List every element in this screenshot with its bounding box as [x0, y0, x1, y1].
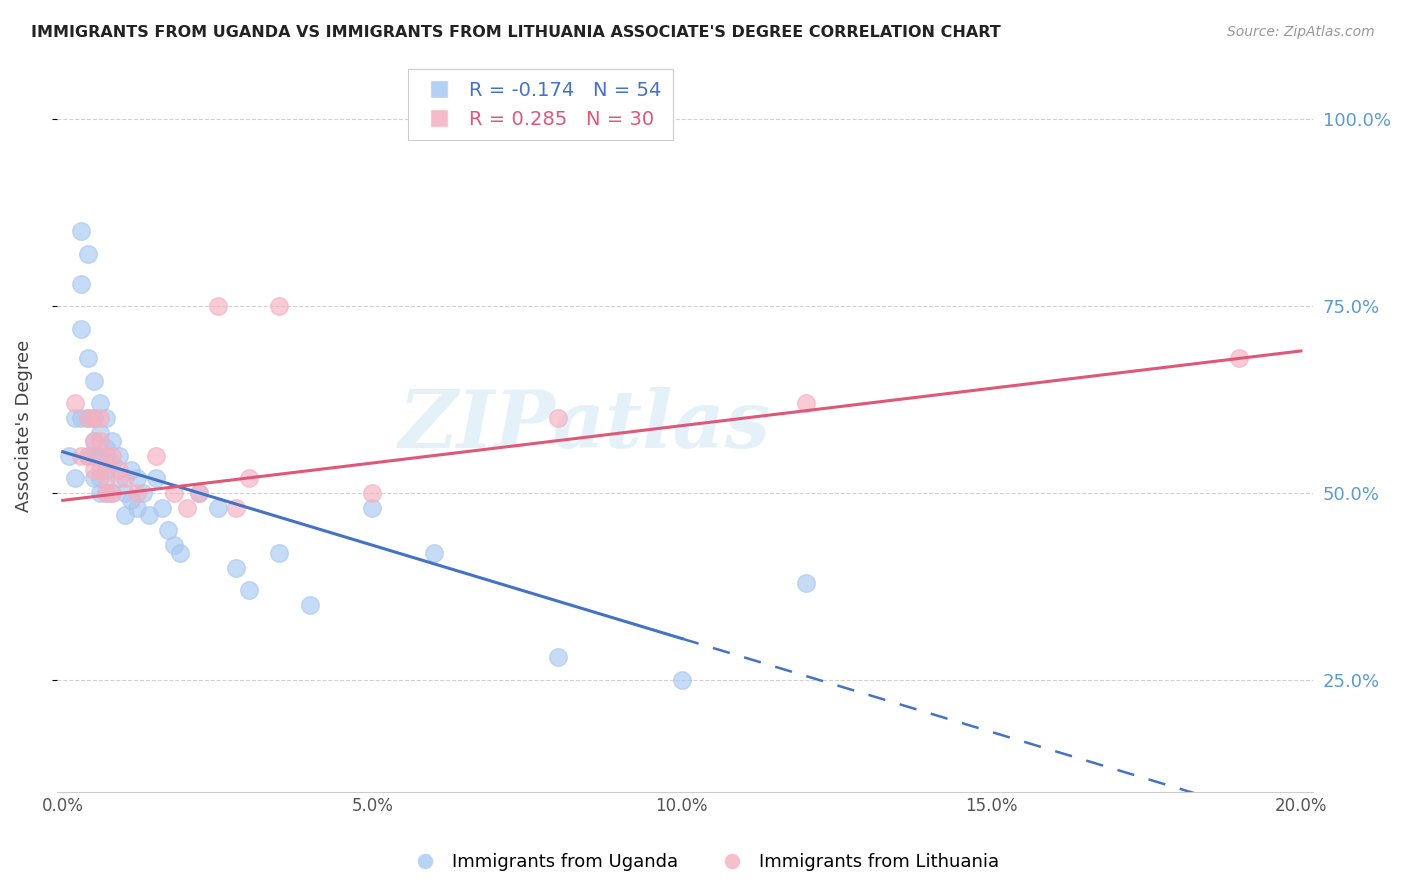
Point — [76, 351, 98, 366]
Point — [89, 396, 111, 410]
Point — [132, 486, 155, 500]
Point — [94, 449, 117, 463]
Point — [63, 396, 86, 410]
Point — [89, 486, 111, 500]
Point — [70, 411, 93, 425]
Point — [225, 500, 247, 515]
Point — [120, 493, 142, 508]
Point — [89, 411, 111, 425]
Point — [163, 538, 186, 552]
Point — [107, 471, 129, 485]
Point — [238, 471, 260, 485]
Point — [120, 463, 142, 477]
Point — [83, 411, 105, 425]
Point — [83, 463, 105, 477]
Point — [94, 463, 117, 477]
Point — [83, 411, 105, 425]
Point — [114, 486, 136, 500]
Point — [70, 449, 93, 463]
Point — [794, 575, 817, 590]
Point — [70, 321, 93, 335]
Point — [89, 463, 111, 477]
Point — [169, 546, 191, 560]
Point — [269, 299, 291, 313]
Point — [207, 500, 229, 515]
Point — [83, 434, 105, 448]
Point — [94, 486, 117, 500]
Point — [225, 560, 247, 574]
Legend: Immigrants from Uganda, Immigrants from Lithuania: Immigrants from Uganda, Immigrants from … — [399, 847, 1007, 879]
Point — [207, 299, 229, 313]
Point — [94, 411, 117, 425]
Point — [127, 500, 149, 515]
Point — [101, 434, 124, 448]
Point — [269, 546, 291, 560]
Point — [89, 434, 111, 448]
Point — [83, 434, 105, 448]
Point — [547, 650, 569, 665]
Point — [89, 471, 111, 485]
Point — [188, 486, 211, 500]
Point — [58, 449, 80, 463]
Point — [145, 449, 167, 463]
Point — [163, 486, 186, 500]
Point — [83, 374, 105, 388]
Point — [76, 247, 98, 261]
Point — [101, 486, 124, 500]
Point — [1227, 351, 1250, 366]
Point — [361, 500, 384, 515]
Point — [101, 456, 124, 470]
Point — [89, 426, 111, 441]
Point — [138, 508, 160, 523]
Point — [76, 449, 98, 463]
Point — [114, 508, 136, 523]
Text: IMMIGRANTS FROM UGANDA VS IMMIGRANTS FROM LITHUANIA ASSOCIATE'S DEGREE CORRELATI: IMMIGRANTS FROM UGANDA VS IMMIGRANTS FRO… — [31, 25, 1001, 40]
Point — [70, 224, 93, 238]
Point — [94, 486, 117, 500]
Point — [63, 471, 86, 485]
Point — [671, 673, 693, 687]
Point — [76, 449, 98, 463]
Point — [423, 546, 446, 560]
Point — [299, 598, 322, 612]
Point — [83, 449, 105, 463]
Point — [547, 411, 569, 425]
Point — [361, 486, 384, 500]
Point — [794, 396, 817, 410]
Point — [127, 471, 149, 485]
Point — [157, 523, 180, 537]
Point — [127, 486, 149, 500]
Text: ZIPatlas: ZIPatlas — [398, 387, 770, 465]
Y-axis label: Associate's Degree: Associate's Degree — [15, 340, 32, 512]
Point — [76, 411, 98, 425]
Point — [188, 486, 211, 500]
Point — [145, 471, 167, 485]
Point — [94, 471, 117, 485]
Point — [238, 582, 260, 597]
Point — [114, 471, 136, 485]
Point — [101, 486, 124, 500]
Legend: R = -0.174   N = 54, R = 0.285   N = 30: R = -0.174 N = 54, R = 0.285 N = 30 — [408, 70, 672, 140]
Point — [101, 449, 124, 463]
Point — [63, 411, 86, 425]
Point — [83, 471, 105, 485]
Point — [107, 449, 129, 463]
Point — [150, 500, 173, 515]
Point — [176, 500, 198, 515]
Text: Source: ZipAtlas.com: Source: ZipAtlas.com — [1227, 25, 1375, 39]
Point — [107, 463, 129, 477]
Point — [76, 411, 98, 425]
Point — [89, 449, 111, 463]
Point — [70, 277, 93, 291]
Point — [94, 441, 117, 455]
